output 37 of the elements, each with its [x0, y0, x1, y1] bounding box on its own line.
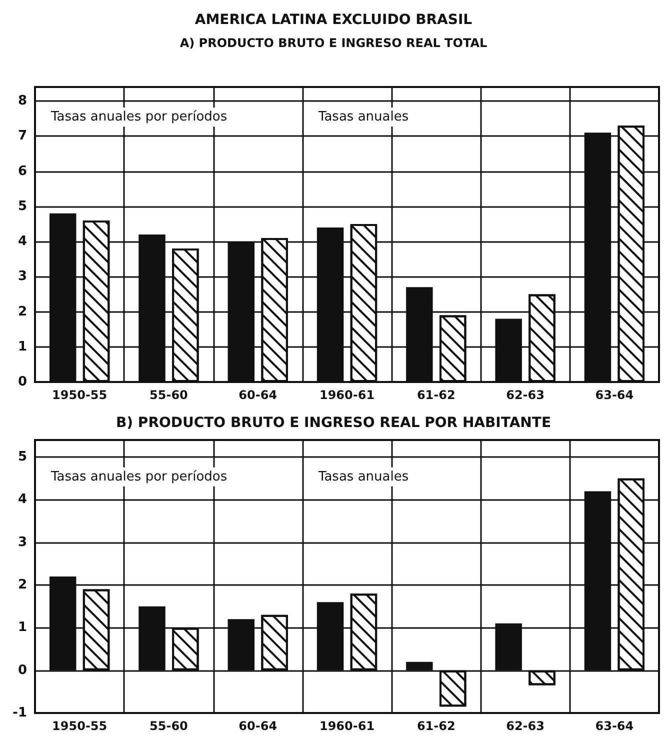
- x-tick-label: 55-60: [150, 388, 188, 402]
- x-tick-label: 62-63: [506, 719, 544, 733]
- y-tick-label: 5: [18, 450, 27, 465]
- x-tick-label: 1960-61: [319, 719, 375, 733]
- y-tick-label: 1: [18, 339, 27, 354]
- y-tick-label: -1: [12, 706, 27, 720]
- x-tick-label: 1950-55: [52, 719, 108, 733]
- annotation: Tasas anuales: [317, 469, 409, 484]
- y-tick-label: 8: [18, 94, 27, 109]
- annotation: Tasas anuales por períodos: [50, 110, 228, 125]
- chart-subtitle: A) PRODUCTO BRUTO E INGRESO REAL TOTAL: [180, 36, 488, 50]
- y-tick-label: 3: [18, 534, 27, 550]
- y-tick-label: 2: [18, 578, 27, 593]
- annotation: Tasas anuales: [317, 110, 409, 125]
- chart-title: B) PRODUCTO BRUTO E INGRESO REAL POR HABITANTE: [116, 415, 552, 431]
- x-tick-label: 60-64: [238, 719, 278, 733]
- annotation: Tasas anuales por períodos: [50, 469, 228, 484]
- y-tick-label: 0: [18, 662, 27, 678]
- y-tick-label: 3: [18, 269, 27, 284]
- x-tick-label: 63-64: [595, 388, 634, 402]
- y-tick-label: 5: [18, 198, 27, 214]
- y-tick-label: 2: [18, 304, 27, 320]
- x-tick-label: 1950-55: [52, 388, 108, 402]
- x-tick-label: 1960-61: [319, 388, 375, 402]
- y-tick-label: 1: [18, 620, 27, 636]
- x-tick-label: 61-62: [416, 719, 456, 733]
- x-tick-label: 61-62: [416, 388, 456, 402]
- x-tick-label: 63-64: [595, 719, 634, 733]
- y-tick-label: 7: [18, 128, 27, 144]
- x-tick-label: 60-64: [238, 388, 278, 402]
- x-tick-label: 55-60: [150, 719, 188, 733]
- y-tick-label: 4: [18, 234, 27, 250]
- y-tick-label: 6: [18, 164, 27, 179]
- y-tick-label: 4: [18, 492, 27, 508]
- x-tick-label: 62-63: [506, 388, 544, 402]
- y-tick-label: 0: [18, 374, 27, 390]
- chart-title: AMERICA LATINA EXCLUIDO BRASIL: [194, 12, 472, 28]
